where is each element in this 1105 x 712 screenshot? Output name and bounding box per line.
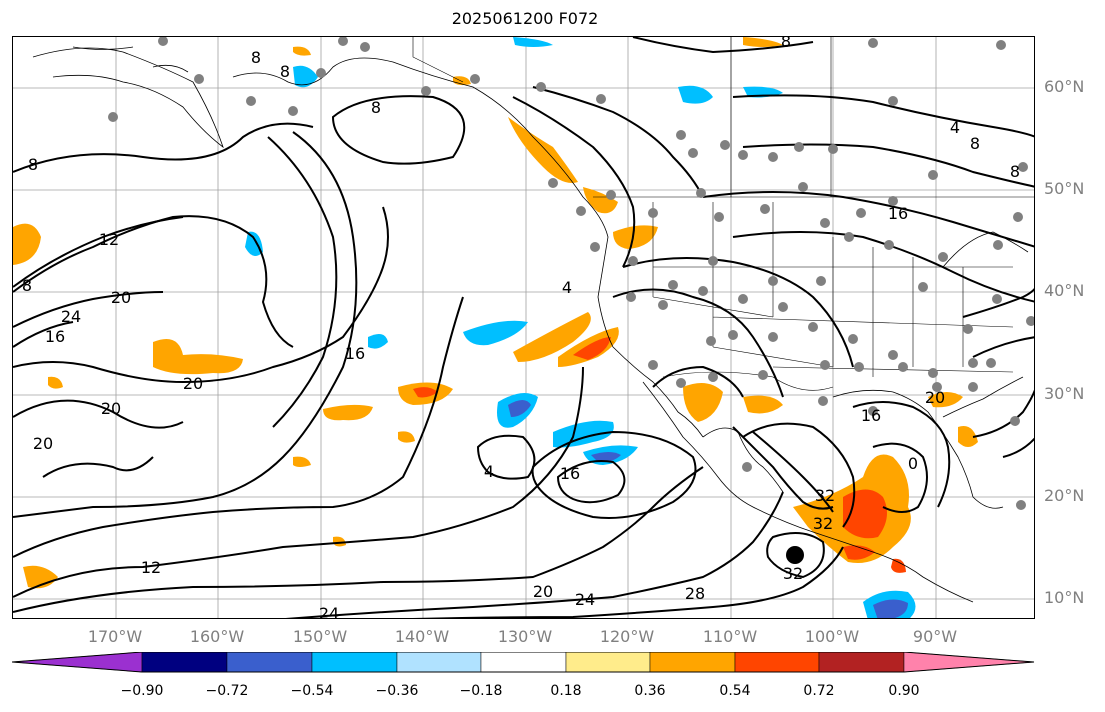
lat-label-10n: 10°N bbox=[1044, 588, 1085, 607]
political-borders bbox=[412, 37, 1034, 391]
contour-label: 24 bbox=[61, 307, 81, 326]
contour-label: 8 bbox=[22, 276, 32, 295]
contour-label: 4 bbox=[484, 462, 494, 481]
lat-label-30n: 30°N bbox=[1044, 384, 1085, 403]
contour-label: 8 bbox=[371, 98, 381, 117]
lon-label-150w: 150°W bbox=[292, 627, 348, 646]
colorbar-tick-label: 0.72 bbox=[803, 683, 835, 699]
colorbar-segment bbox=[818, 652, 905, 673]
lat-label-40n: 40°N bbox=[1044, 281, 1085, 300]
contour-label: 28 bbox=[685, 584, 705, 603]
lat-label-60n: 60°N bbox=[1044, 77, 1085, 96]
contour-label: 4 bbox=[950, 118, 960, 137]
contour-label: 12 bbox=[141, 558, 161, 577]
contour-label: 16 bbox=[560, 464, 580, 483]
map-title: 2025061200 F072 bbox=[451, 9, 599, 28]
contour-label: 8 bbox=[1010, 162, 1020, 181]
colorbar-outline bbox=[12, 652, 1035, 673]
contour-label: 24 bbox=[319, 604, 339, 619]
colorbar-segment bbox=[903, 652, 1035, 673]
colorbar-tick-label: 0.90 bbox=[888, 683, 920, 699]
colorbar-segment bbox=[734, 652, 820, 673]
map-canvas: 8 8 8 8 8 4 8 8 12 8 20 24 16 16 20 20 2… bbox=[13, 37, 1034, 619]
colorbar-segment bbox=[226, 652, 313, 673]
colorbar-tick-label: 0.18 bbox=[550, 683, 582, 699]
contour-labels: 8 8 8 8 8 4 8 8 12 8 20 24 16 16 20 20 2… bbox=[22, 37, 1020, 619]
positive-anomaly-shading bbox=[13, 37, 978, 589]
colorbar-segment bbox=[12, 652, 143, 673]
contour-label: 20 bbox=[33, 434, 53, 453]
colorbar-segment bbox=[480, 652, 567, 673]
colorbar-segment bbox=[141, 652, 228, 673]
contour-label: 20 bbox=[183, 374, 203, 393]
contour-label: 20 bbox=[925, 388, 945, 407]
contour-label: 8 bbox=[280, 62, 290, 81]
lat-label-20n: 20°N bbox=[1044, 486, 1085, 505]
coastlines bbox=[32, 46, 1029, 603]
storm-center-dot bbox=[786, 546, 804, 564]
contour-label: 4 bbox=[562, 278, 572, 297]
colorbar-tick-label: 0.54 bbox=[719, 683, 751, 699]
colorbar-segment bbox=[565, 652, 651, 673]
contour-label: 16 bbox=[45, 327, 65, 346]
colorbar-segment bbox=[396, 652, 482, 673]
contour-label: 8 bbox=[970, 134, 980, 153]
height-contours bbox=[13, 37, 1034, 618]
contour-label: 16 bbox=[888, 204, 908, 223]
lon-label-170w: 170°W bbox=[87, 627, 143, 646]
colorbar-tick-label: −0.72 bbox=[205, 683, 249, 699]
contour-label: 24 bbox=[575, 590, 595, 609]
colorbar-segment bbox=[649, 652, 736, 673]
colorbar-segments bbox=[12, 652, 1035, 673]
lon-label-90w: 90°W bbox=[912, 627, 958, 646]
colorbar-tick-label: −0.18 bbox=[459, 683, 503, 699]
contour-label: 32 bbox=[813, 514, 833, 533]
contour-label: 20 bbox=[101, 399, 121, 418]
contour-label: 8 bbox=[251, 48, 261, 67]
lon-label-130w: 130°W bbox=[497, 627, 553, 646]
contour-label: 20 bbox=[533, 582, 553, 601]
lon-label-100w: 100°W bbox=[804, 627, 860, 646]
lat-label-50n: 50°N bbox=[1044, 179, 1085, 198]
lon-label-140w: 140°W bbox=[394, 627, 450, 646]
colorbar-tick-label: 0.36 bbox=[634, 683, 666, 699]
contour-label: 8 bbox=[781, 37, 791, 51]
colorbar-tick-label: −0.36 bbox=[375, 683, 419, 699]
lon-label-160w: 160°W bbox=[189, 627, 245, 646]
map-panel[interactable]: 8 8 8 8 8 4 8 8 12 8 20 24 16 16 20 20 2… bbox=[12, 36, 1035, 619]
contour-label: 8 bbox=[28, 155, 38, 174]
contour-label: 32 bbox=[783, 564, 803, 583]
lon-label-120w: 120°W bbox=[599, 627, 655, 646]
contour-label: 20 bbox=[111, 288, 131, 307]
colorbar-tick-label: −0.90 bbox=[120, 683, 164, 699]
colorbar-segment bbox=[311, 652, 398, 673]
station-dots bbox=[108, 37, 1034, 510]
contour-label: 12 bbox=[99, 230, 119, 249]
colorbar bbox=[12, 652, 1035, 673]
lon-label-110w: 110°W bbox=[702, 627, 758, 646]
colorbar-tick-label: −0.54 bbox=[290, 683, 334, 699]
contour-label: 16 bbox=[345, 344, 365, 363]
contour-label: 32 bbox=[815, 486, 835, 505]
contour-label: 0 bbox=[908, 454, 918, 473]
contour-label: 16 bbox=[861, 406, 881, 425]
